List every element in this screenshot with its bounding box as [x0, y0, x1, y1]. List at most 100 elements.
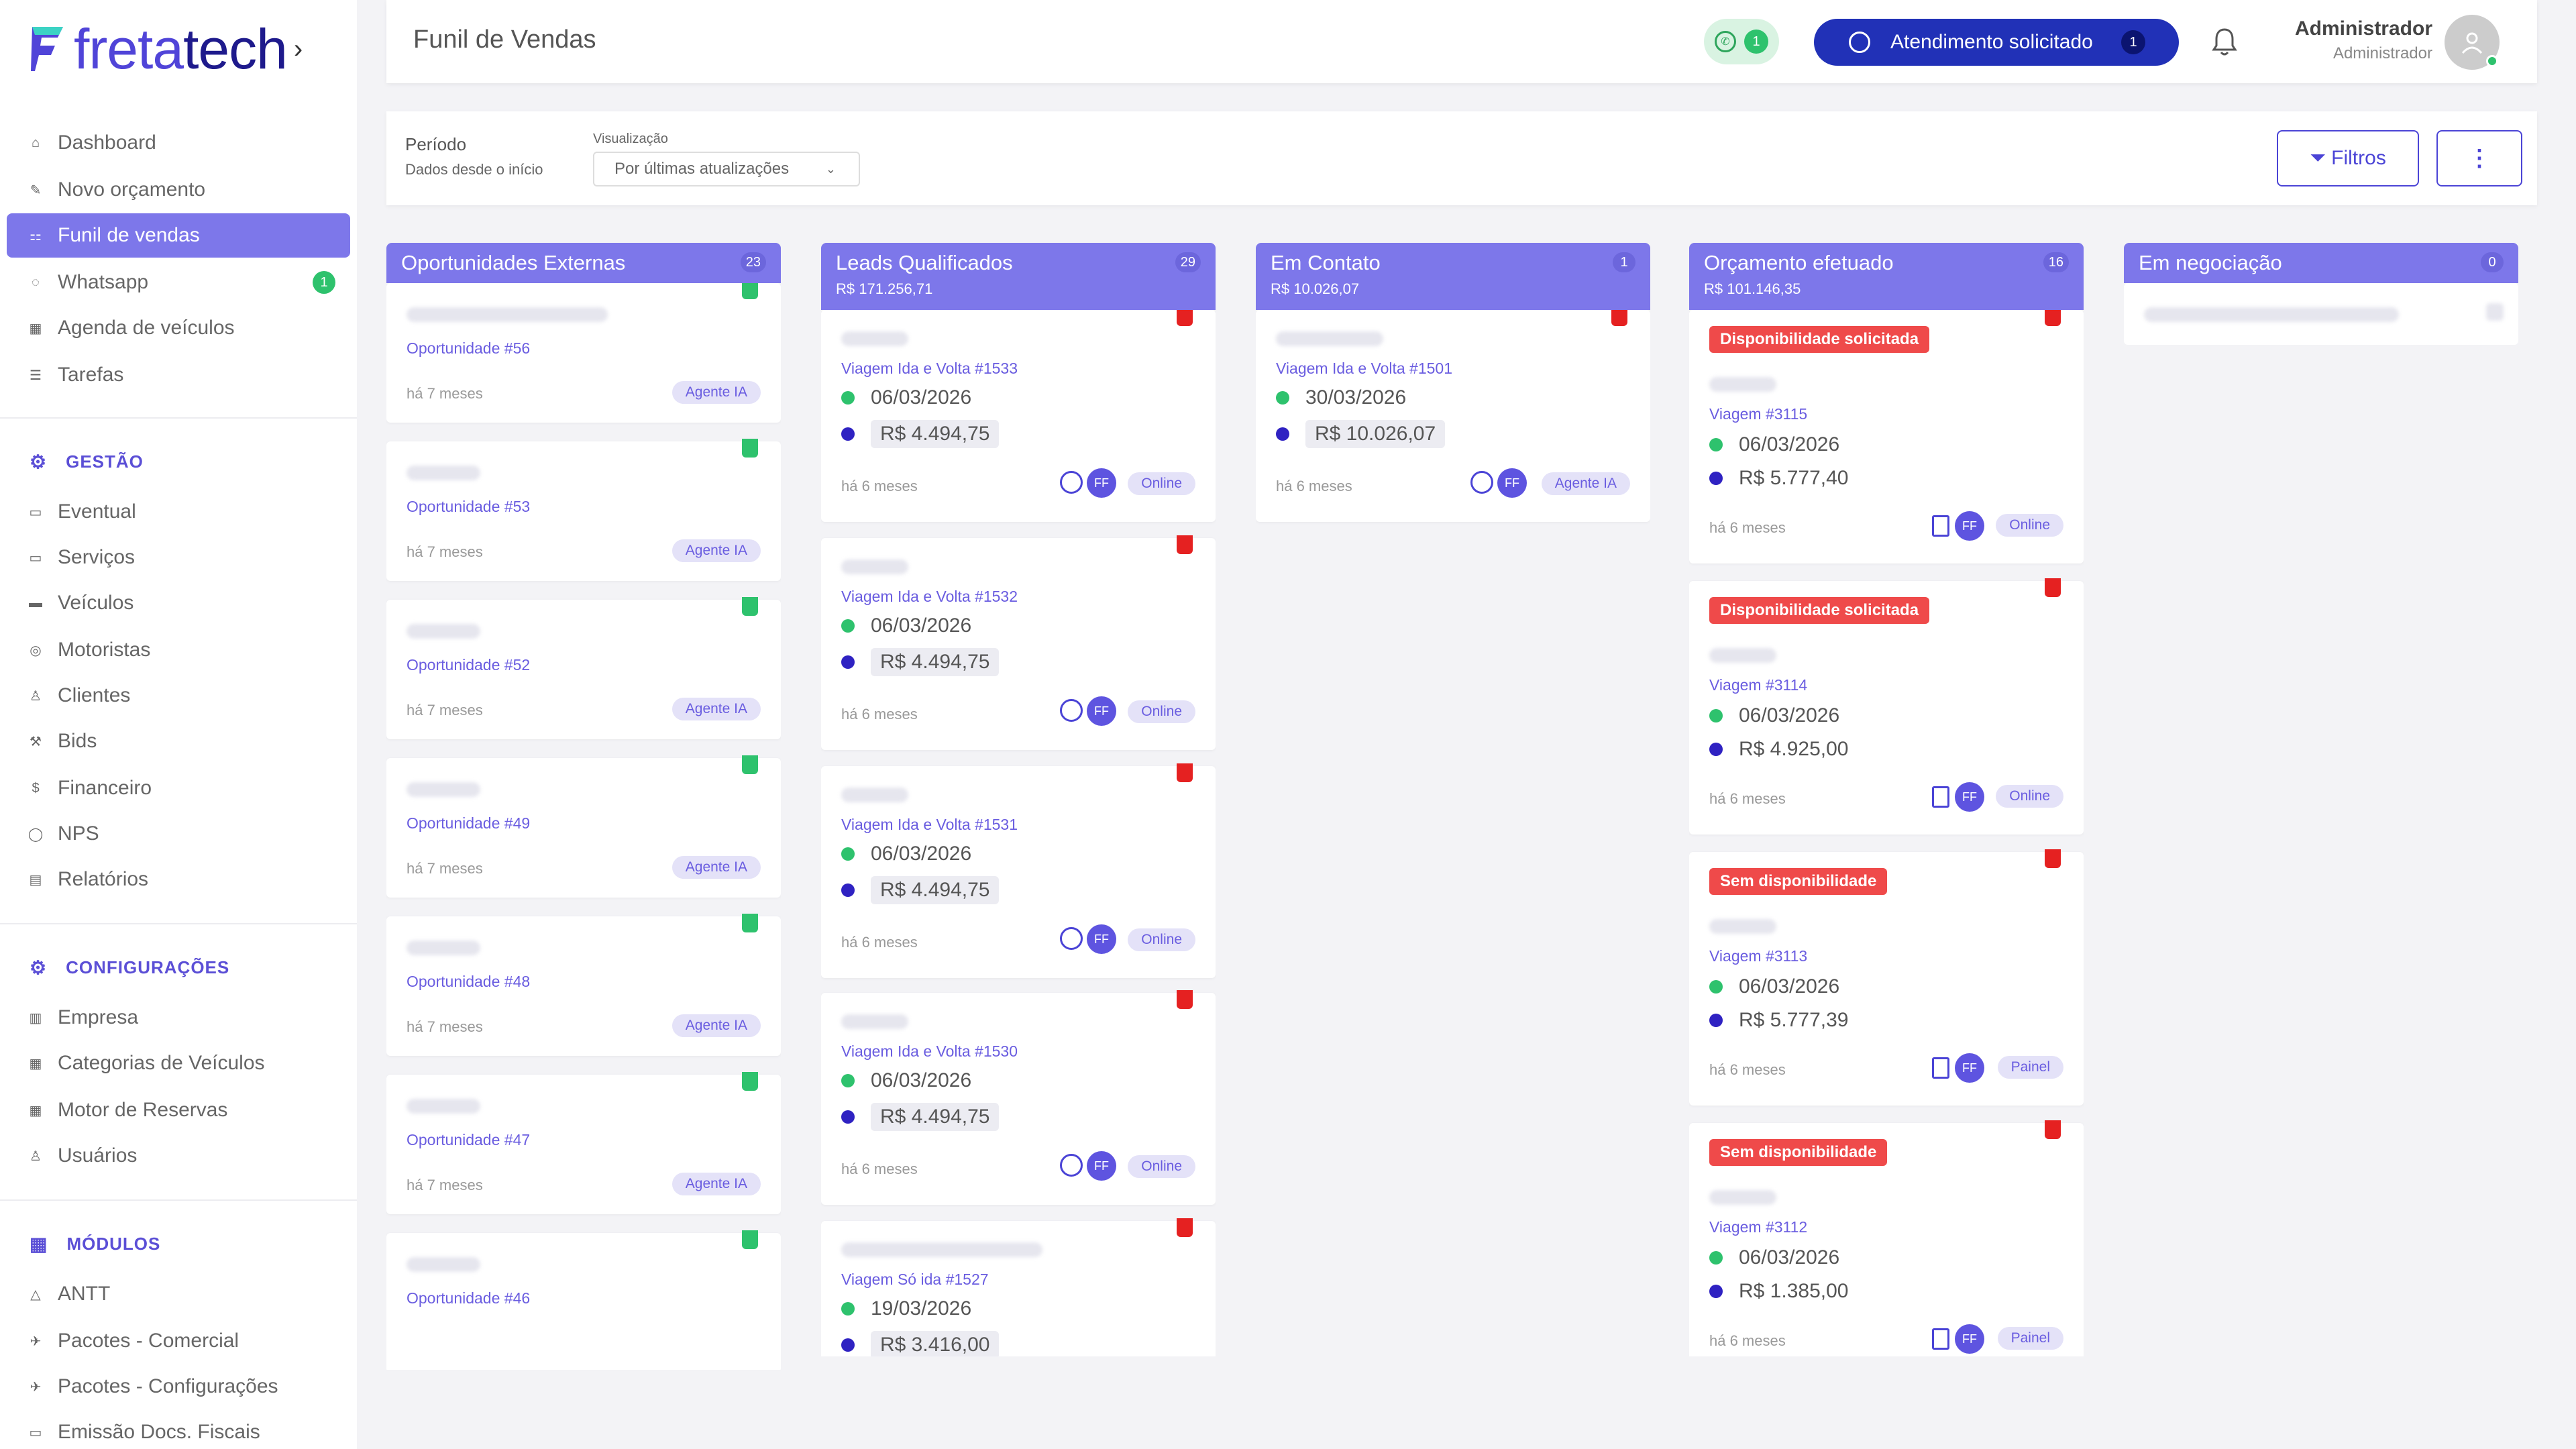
- opportunity-link[interactable]: Oportunidade #47: [407, 1131, 531, 1148]
- sidebar-item-novo-orcamento[interactable]: ✎ Novo orçamento: [7, 168, 350, 212]
- column-count-badge: 1: [1613, 252, 1635, 272]
- trip-price: R$ 4.494,75: [841, 648, 1000, 676]
- sidebar-item-emissao-docs[interactable]: ▭ Emissão Docs. Fiscais: [29, 1421, 260, 1443]
- more-options-button[interactable]: ⋮: [2436, 130, 2522, 186]
- opportunity-link[interactable]: Oportunidade #46: [407, 1289, 531, 1307]
- sidebar-item-pacotes-config[interactable]: ✈ Pacotes - Configurações: [7, 1364, 350, 1409]
- bell-icon[interactable]: [2211, 27, 2238, 56]
- sidebar-item-relatorios[interactable]: ▤ Relatórios: [29, 868, 149, 890]
- kanban-card[interactable]: Oportunidade #56 há 7 meses Agente IA: [386, 283, 781, 423]
- section-title-gestao: ⚙ GESTÃO: [30, 451, 144, 472]
- kanban-column-oportunidades-externas: Oportunidades Externas 23 Oportunidade #…: [386, 243, 781, 1370]
- kanban-card[interactable]: Disponibilidade solicitada Viagem #3114 …: [1689, 578, 2084, 835]
- sidebar-item-financeiro[interactable]: $ Financeiro: [7, 766, 350, 810]
- kanban-card[interactable]: Oportunidade #46: [386, 1230, 781, 1370]
- sidebar-item-nps[interactable]: ◯ NPS: [28, 822, 99, 845]
- flag-icon: [2045, 1120, 2061, 1139]
- trip-link[interactable]: Viagem Ida e Volta #1533: [841, 360, 1018, 377]
- sidebar-item-whatsapp[interactable]: ◌ Whatsapp 1: [7, 260, 350, 305]
- view-select[interactable]: Por últimas atualizações ⌄: [593, 152, 860, 186]
- sidebar-item-bids[interactable]: ⚒ Bids: [7, 719, 350, 763]
- attendance-requested-button[interactable]: Atendimento solicitado 1: [1814, 19, 2179, 66]
- trip-date: 19/03/2026: [841, 1297, 971, 1320]
- sidebar-item-usuarios[interactable]: ♙ Usuários: [7, 1134, 350, 1178]
- period-value[interactable]: Dados desde o início: [405, 161, 543, 178]
- section-title-configuracoes: ⚙ CONFIGURAÇÕES: [30, 957, 230, 978]
- whatsapp-badge: 1: [313, 271, 335, 294]
- column-count-badge: 0: [2481, 252, 2504, 272]
- sidebar-item-servicos[interactable]: ▭ Serviços: [29, 546, 136, 568]
- kanban-card[interactable]: Viagem Ida e Volta #1531 06/03/2026 R$ 4…: [821, 763, 1216, 978]
- blurred-client-name: [407, 1099, 480, 1114]
- kanban-column-orcamento-efetuado: Orçamento efetuado R$ 101.146,35 16 Disp…: [1689, 243, 2084, 1356]
- kanban-card[interactable]: Sem disponibilidade Viagem #3113 06/03/2…: [1689, 849, 2084, 1106]
- trip-link[interactable]: Viagem #3112: [1709, 1218, 1808, 1236]
- trip-link[interactable]: Viagem Ida e Volta #1532: [841, 588, 1018, 605]
- kanban-card[interactable]: Viagem Ida e Volta #1533 06/03/2026 R$ 4…: [821, 310, 1216, 522]
- filters-button[interactable]: ⏷ Filtros: [2277, 130, 2419, 186]
- trip-link[interactable]: Viagem Só ida #1527: [841, 1271, 989, 1288]
- kanban-card[interactable]: Viagem Ida e Volta #1501 30/03/2026 R$ 1…: [1256, 310, 1650, 522]
- bus-icon: ▬: [29, 595, 42, 610]
- trip-link[interactable]: Viagem #3115: [1709, 405, 1808, 423]
- steering-wheel-icon: ◎: [30, 643, 42, 658]
- blurred-placeholder-text: [2144, 307, 2399, 322]
- modules-icon: ▦: [30, 1234, 48, 1254]
- opportunity-link[interactable]: Oportunidade #53: [407, 498, 531, 515]
- globe-icon: [1060, 699, 1083, 722]
- avatar: FF: [1497, 468, 1527, 498]
- avatar[interactable]: [2445, 15, 2500, 70]
- kanban-card[interactable]: Oportunidade #49 há 7 meses Agente IA: [386, 755, 781, 898]
- sidebar-item-motor-reservas[interactable]: ▦ Motor de Reservas: [29, 1099, 228, 1121]
- sidebar-item-empresa[interactable]: ▥ Empresa: [29, 1006, 139, 1028]
- card-time-ago: há 7 meses: [407, 385, 483, 402]
- trip-link[interactable]: Viagem Ida e Volta #1501: [1276, 360, 1453, 377]
- kanban-card[interactable]: Oportunidade #47 há 7 meses Agente IA: [386, 1072, 781, 1214]
- trip-date: 06/03/2026: [1709, 704, 1839, 727]
- source-tag: Painel: [1997, 1327, 2063, 1350]
- avatar: FF: [1955, 1053, 1984, 1083]
- opportunity-link[interactable]: Oportunidade #56: [407, 339, 531, 357]
- kanban-card[interactable]: Oportunidade #53 há 7 meses Agente IA: [386, 439, 781, 581]
- user-info[interactable]: Administrador Administrador: [2295, 17, 2432, 63]
- document-icon: [1932, 515, 1949, 537]
- trip-link[interactable]: Viagem #3114: [1709, 676, 1808, 694]
- sidebar-item-clientes[interactable]: ♙ Clientes: [7, 674, 350, 718]
- sidebar-item-antt[interactable]: △ ANTT: [7, 1272, 350, 1316]
- kanban-card[interactable]: Viagem Só ida #1527 19/03/2026 R$ 3.416,…: [821, 1218, 1216, 1356]
- blurred-client-name: [407, 941, 480, 955]
- source-tag: Online: [1996, 514, 2063, 537]
- sidebar-item-pacotes-comercial[interactable]: ✈ Pacotes - Comercial: [7, 1319, 350, 1363]
- sidebar-item-motoristas[interactable]: ◎ Motoristas: [7, 628, 350, 672]
- kanban-card[interactable]: Oportunidade #52 há 7 meses Agente IA: [386, 597, 781, 739]
- source-tag: Online: [1128, 700, 1195, 723]
- opportunity-link[interactable]: Oportunidade #49: [407, 814, 531, 832]
- trip-link[interactable]: Viagem Ida e Volta #1530: [841, 1042, 1018, 1060]
- trip-date: 06/03/2026: [841, 386, 971, 409]
- sidebar-item-dashboard[interactable]: ⌂ Dashboard: [7, 121, 350, 165]
- dollar-icon: $: [32, 780, 40, 796]
- opportunity-link[interactable]: Oportunidade #52: [407, 656, 531, 674]
- kanban-card[interactable]: Viagem Ida e Volta #1532 06/03/2026 R$ 4…: [821, 535, 1216, 750]
- sidebar-item-eventual[interactable]: ▭ Eventual: [29, 500, 136, 523]
- trip-link[interactable]: Viagem Ida e Volta #1531: [841, 816, 1018, 833]
- whatsapp-notification-button[interactable]: ✆ 1: [1704, 19, 1779, 64]
- kanban-card[interactable]: Disponibilidade solicitada Viagem #3115 …: [1689, 310, 2084, 564]
- trip-date: 06/03/2026: [1709, 975, 1839, 998]
- sidebar-item-funil-de-vendas[interactable]: ⚏ Funil de vendas: [7, 213, 350, 258]
- opportunity-link[interactable]: Oportunidade #48: [407, 973, 531, 990]
- trip-link[interactable]: Viagem #3113: [1709, 947, 1808, 965]
- sidebar-item-label: Whatsapp: [58, 271, 149, 293]
- sidebar-item-agenda[interactable]: ▦ Agenda de veículos: [7, 306, 350, 350]
- kanban-card[interactable]: Viagem Ida e Volta #1530 06/03/2026 R$ 4…: [821, 990, 1216, 1205]
- sidebar-item-tarefas[interactable]: ☰ Tarefas: [7, 353, 350, 397]
- kanban-card[interactable]: Sem disponibilidade Viagem #3112 06/03/2…: [1689, 1120, 2084, 1356]
- flag-icon: [742, 1072, 758, 1091]
- kanban-card[interactable]: Oportunidade #48 há 7 meses Agente IA: [386, 914, 781, 1056]
- brand-logo[interactable]: fretatech ›: [28, 19, 303, 79]
- card-time-ago: há 6 meses: [841, 934, 918, 951]
- sidebar-item-veiculos[interactable]: ▬ Veículos: [29, 592, 134, 614]
- brand-chevron-icon[interactable]: ›: [293, 34, 303, 64]
- sidebar-item-categorias[interactable]: ▦ Categorias de Veículos: [29, 1052, 265, 1074]
- column-count-badge: 16: [2043, 252, 2069, 272]
